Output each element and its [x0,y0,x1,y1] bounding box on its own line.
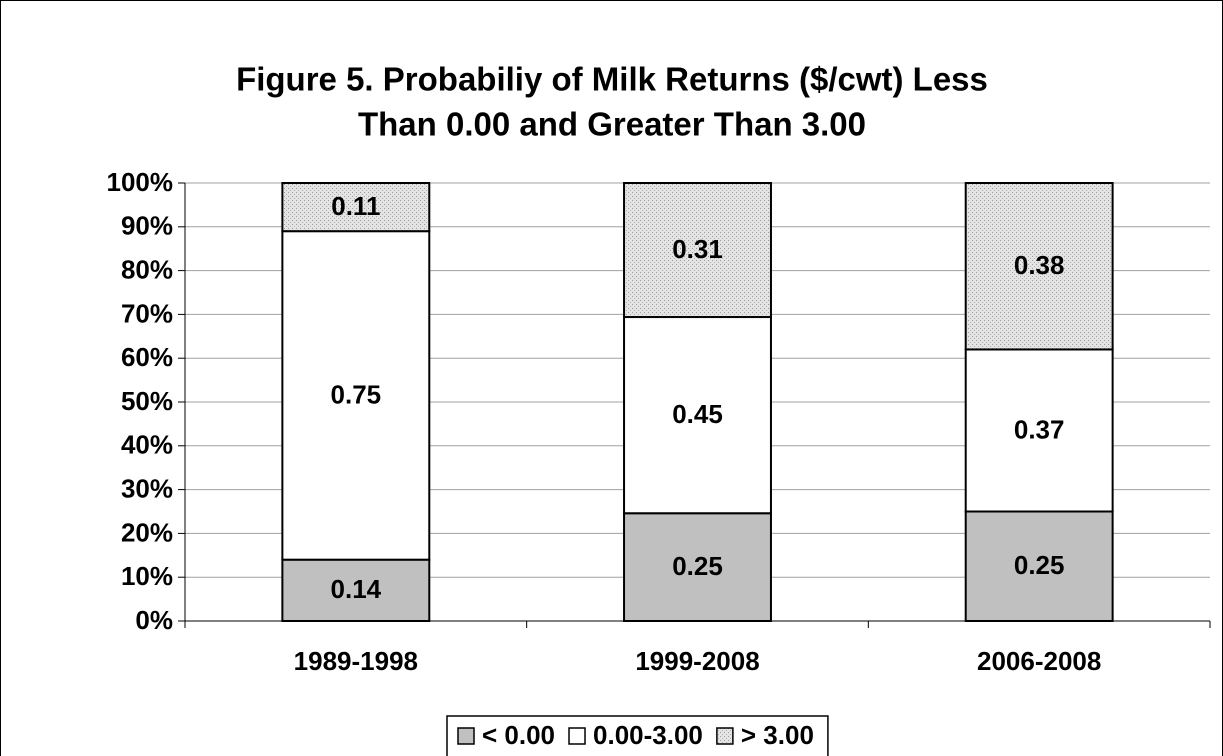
legend-box [446,715,829,756]
bar-segment [281,558,431,622]
y-tick-label: 20% [121,517,173,547]
chart-title: Than 0.00 and Greater Than 3.00 [358,106,866,143]
y-tick-label: 70% [121,298,173,328]
data-label: 0.11 [331,191,380,221]
bar-segment [623,316,772,515]
y-tick-label: 50% [121,386,173,416]
data-label: 0.37 [1014,414,1065,444]
data-label: 0.31 [672,234,723,264]
y-tick-label: 100% [107,167,174,197]
data-label: 0.14 [331,574,382,604]
legend-label: > 3.00 [741,720,814,750]
data-label: 0.25 [1014,550,1065,580]
legend-label: < 0.00 [482,720,555,750]
data-label: 0.38 [1014,250,1065,280]
legend: < 0.00 0.00-3.00 > 3.00 [446,715,829,756]
legend-swatch [568,727,586,745]
y-tick-label: 80% [121,254,173,284]
y-tick-label: 90% [121,211,173,241]
data-label: 0.25 [672,551,723,581]
x-tick-label: 2006-2008 [977,646,1101,676]
chart-title: Figure 5. Probabiliy of Milk Returns ($/… [236,61,988,98]
x-tick-label: 1989-1998 [294,646,418,676]
legend-label: 0.00-3.00 [593,720,703,750]
bar-segment [281,230,431,561]
bar-segment [964,510,1114,622]
x-tick-label: 1999-2008 [635,646,759,676]
y-tick-label: 30% [121,473,173,503]
data-label: 0.45 [672,399,723,429]
y-tick-label: 40% [121,430,173,460]
data-label: 0.75 [331,379,382,409]
bar-segment [964,348,1114,513]
y-tick-label: 0% [135,605,173,635]
bar-segment [281,182,431,233]
legend-swatch [716,727,734,745]
y-tick-label: 60% [121,342,173,372]
legend-swatch [457,727,475,745]
y-tick-label: 10% [121,561,173,591]
bar-segment [623,182,772,319]
bar-segment [964,182,1114,351]
